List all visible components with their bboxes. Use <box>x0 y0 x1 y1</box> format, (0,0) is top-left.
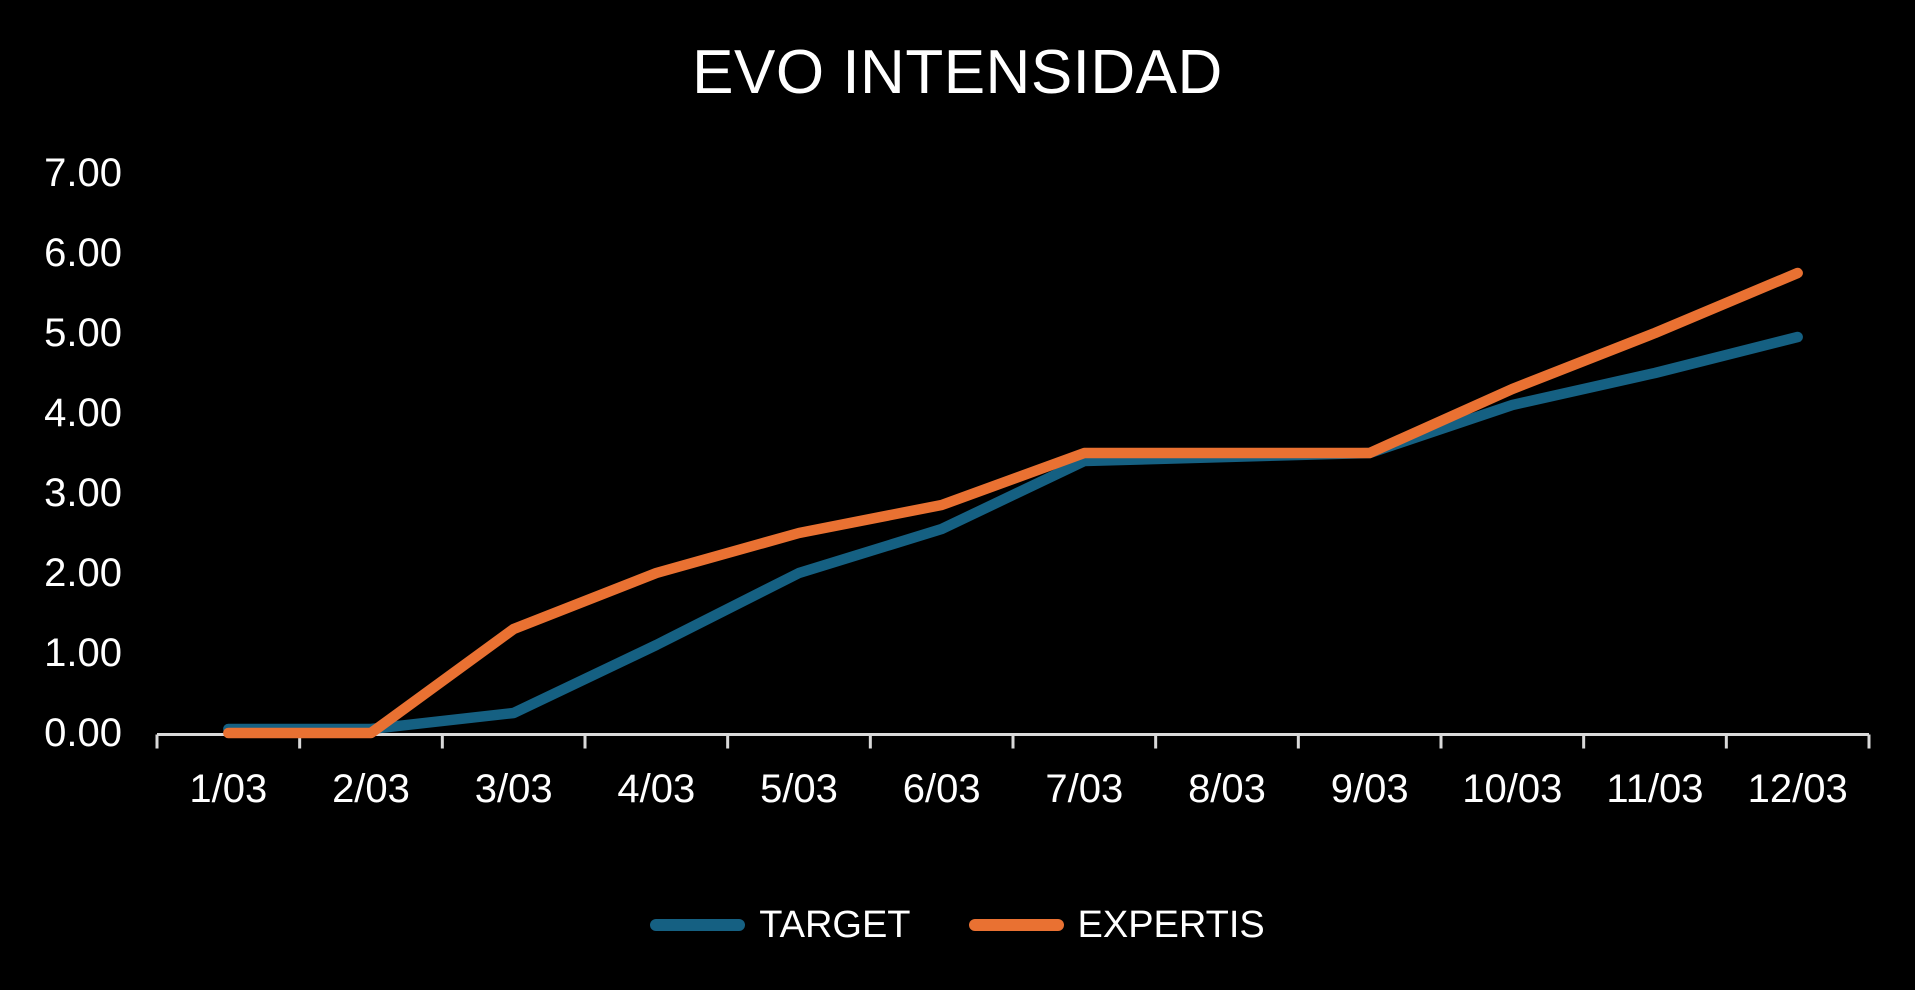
legend-item-expertis: EXPERTIS <box>968 900 1265 950</box>
y-axis-label-7.00: 7.00 <box>44 151 122 195</box>
x-axis-label-10-03: 10/03 <box>1462 767 1563 811</box>
legend-label-expertis: EXPERTIS <box>1077 904 1265 946</box>
target-series-swatch <box>650 919 746 931</box>
legend-item-target: TARGET <box>650 900 911 950</box>
x-axis-label-6-03: 6/03 <box>902 767 981 811</box>
x-axis-label-4-03: 4/03 <box>617 767 696 811</box>
chart-title: EVO INTENSIDAD <box>692 38 1223 107</box>
expertis-line <box>223 267 1803 739</box>
y-axis-label-1.00: 1.00 <box>44 631 122 675</box>
x-axis-label-8-03: 8/03 <box>1188 767 1266 811</box>
y-axis-label-6.00: 6.00 <box>44 231 122 275</box>
y-axis-label-5.00: 5.00 <box>44 311 122 355</box>
x-axis-label-12-03: 12/03 <box>1747 767 1848 811</box>
legend: TARGET EXPERTIS <box>0 900 1915 950</box>
x-axis-label-7-03: 7/03 <box>1045 767 1124 811</box>
x-axis-label-9-03: 9/03 <box>1330 767 1409 811</box>
expertis-series-swatch <box>968 919 1064 931</box>
legend-label-target: TARGET <box>759 904 911 946</box>
y-axis-label-4.00: 4.00 <box>44 391 122 435</box>
x-axis-label-5-03: 5/03 <box>760 767 838 811</box>
y-axis-label-2.00: 2.00 <box>44 551 122 595</box>
y-axis-label-0.00: 0.00 <box>44 711 122 755</box>
x-axis-label-3-03: 3/03 <box>474 767 553 811</box>
target-line <box>223 331 1803 735</box>
y-axis-label-3.00: 3.00 <box>44 471 122 515</box>
x-axis-label-1-03: 1/03 <box>189 767 268 811</box>
x-axis-label-11-03: 11/03 <box>1606 767 1704 811</box>
x-axis-label-2-03: 2/03 <box>332 767 410 811</box>
